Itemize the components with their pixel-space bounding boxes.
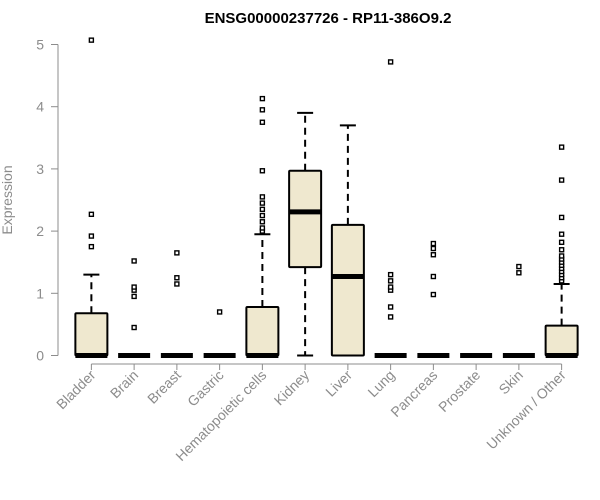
box [74, 312, 109, 357]
outlier-point [430, 252, 437, 258]
x-tick-label: Lung [364, 367, 397, 400]
y-tick-label: 4 [36, 99, 44, 115]
outlier-point [558, 247, 565, 253]
x-tick-label: Breast [144, 367, 184, 407]
box-group-lung [374, 59, 407, 358]
boxes [74, 37, 579, 358]
box-group-liver [330, 124, 365, 357]
outlier-point [430, 245, 437, 252]
x-tick-label: Prostate [435, 367, 483, 415]
box [330, 223, 365, 357]
chart-title: ENSG00000237726 - RP11-386O9.2 [205, 10, 452, 27]
y-axis-label: Expression [0, 165, 15, 234]
outlier-point [174, 250, 180, 256]
outlier-point [88, 243, 95, 250]
outlier-point [174, 275, 180, 281]
y-tick-label: 5 [36, 37, 44, 53]
outlier-point [131, 258, 137, 264]
box-group-bladder [74, 37, 109, 358]
outlier-point [259, 95, 266, 102]
outlier-point [430, 240, 437, 247]
outlier-point [387, 59, 394, 65]
outlier-point [558, 231, 565, 237]
x-tick-label: Unknown / Other [483, 367, 569, 453]
outlier-point [558, 253, 565, 259]
outlier-point [430, 291, 437, 298]
box [544, 324, 579, 357]
outlier-point [131, 284, 137, 290]
box-group-gastric [203, 309, 236, 358]
x-tick-label: Skin [495, 367, 526, 398]
outlier-point [259, 119, 266, 125]
outlier-point [259, 219, 266, 225]
box-group-unknown-other [544, 144, 579, 358]
outlier-point [387, 271, 394, 278]
outlier-point [558, 144, 565, 150]
outlier-point [174, 281, 180, 287]
y-tick-label: 2 [36, 223, 44, 239]
outlier-point [387, 278, 394, 284]
outlier-point [259, 206, 266, 213]
outlier-point [88, 37, 95, 43]
box-group-breast [160, 250, 193, 358]
box-group-skin [502, 263, 535, 358]
y-tick-label: 3 [36, 161, 44, 177]
outlier-point [387, 284, 394, 290]
outlier-point [558, 214, 565, 221]
outlier-point [387, 314, 394, 320]
x-tick-label: Pancreas [387, 367, 440, 420]
outlier-point [516, 270, 522, 276]
y-tick-label: 1 [36, 285, 44, 301]
x-tick-label: Bladder [53, 367, 99, 413]
box-group-hematopoietic-cells [245, 95, 280, 358]
x-tick-label: Gastric [184, 367, 227, 410]
box-group-brain [118, 258, 151, 358]
outlier-point [387, 304, 394, 310]
x-tick-label: Brain [107, 367, 141, 401]
outlier-point [259, 168, 266, 174]
outlier-point [259, 200, 266, 206]
outlier-point [558, 239, 565, 245]
x-tick-label: Liver [322, 367, 355, 400]
outlier-point [430, 273, 437, 280]
y-tick-label: 0 [36, 348, 44, 364]
outlier-point [259, 225, 266, 231]
outlier-point [131, 293, 137, 300]
outlier-point [88, 211, 95, 218]
outlier-point [216, 309, 223, 315]
box-group-pancreas [417, 240, 450, 358]
box [245, 305, 280, 357]
y-axis: 0 1 2 3 4 5 [36, 37, 59, 364]
outlier-point [259, 212, 266, 219]
outlier-point [259, 194, 266, 200]
outlier-point [516, 263, 522, 270]
outlier-point [558, 177, 565, 183]
box [288, 169, 323, 269]
box-group-kidney [288, 111, 323, 357]
x-tick-label: Kidney [271, 367, 313, 409]
outlier-point [259, 107, 266, 113]
outlier-point [131, 324, 137, 331]
outlier-point [88, 233, 95, 239]
